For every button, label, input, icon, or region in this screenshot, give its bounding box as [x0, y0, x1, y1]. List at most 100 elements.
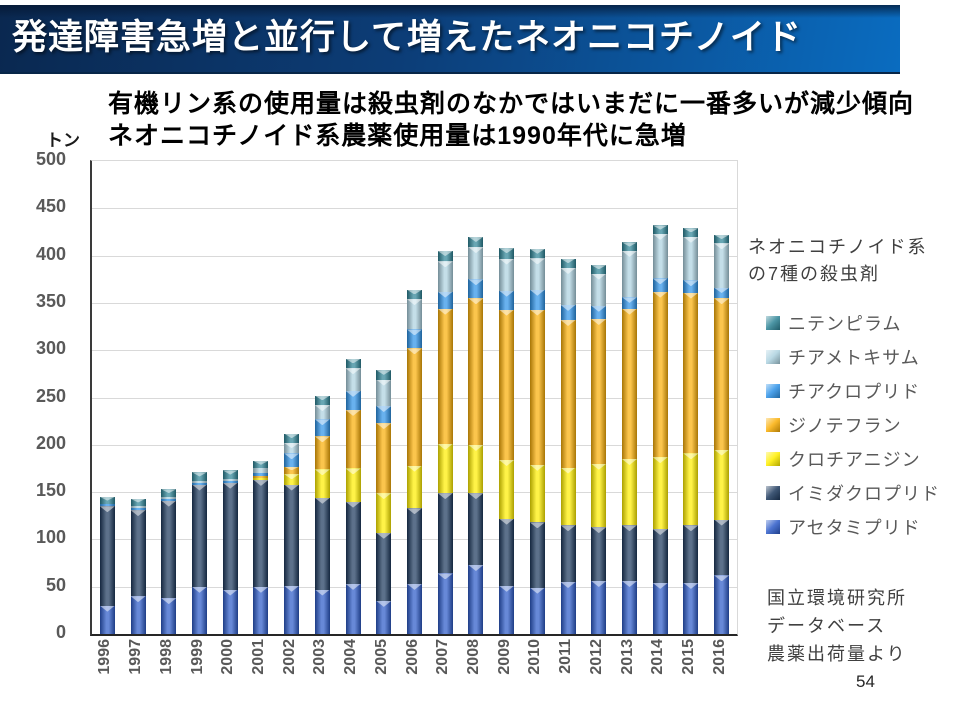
bar-2009: [499, 248, 515, 634]
bar-segment-highlight: [284, 585, 300, 592]
bar-segment: [529, 249, 545, 259]
bar-segment-highlight: [437, 493, 453, 500]
bar-segment: [622, 250, 637, 298]
bar-segment-highlight: [529, 587, 545, 594]
bar-segment-highlight: [529, 289, 545, 296]
bar-segment-highlight: [284, 466, 300, 471]
bar-segment-highlight: [437, 250, 453, 257]
bar-2015: [683, 228, 699, 634]
bar-segment: [407, 508, 422, 584]
bar-segment: [284, 474, 300, 485]
bar-segment: [99, 605, 115, 634]
bar-segment: [652, 457, 668, 529]
legend-item-label: チアクロプリド: [788, 382, 921, 402]
bar-segment: [622, 525, 637, 582]
bar-segment: [560, 467, 576, 526]
bar-segment: [652, 278, 668, 292]
bar-segment-highlight: [714, 298, 730, 305]
x-axis-label: 2013: [618, 639, 636, 675]
bar-segment: [499, 258, 515, 291]
bar-2011: [560, 258, 576, 634]
bar-segment-highlight: [376, 423, 392, 430]
bar-segment-highlight: [591, 265, 607, 270]
bar-segment: [622, 581, 637, 634]
bar-segment: [345, 583, 361, 634]
y-axis-tick-label: 300: [35, 338, 66, 359]
bar-segment: [314, 469, 330, 498]
bar-segment: [345, 358, 361, 369]
y-axis-tick-label: 0: [55, 622, 66, 642]
y-axis-tick-label: 250: [35, 385, 66, 406]
bar-segment-highlight: [529, 464, 545, 471]
bar-segment-highlight: [683, 453, 699, 460]
bar-segment: [284, 484, 300, 586]
bar-segment-highlight: [314, 405, 330, 412]
bar-segment: [591, 265, 607, 274]
title-bar: 発達障害急増と並行して増えたネオニコチノイド: [0, 5, 900, 74]
bar-segment-highlight: [99, 506, 115, 513]
x-axis-label: 2009: [495, 639, 513, 675]
bar-segment: [468, 247, 484, 280]
bar-segment-highlight: [683, 236, 699, 243]
bar-segment-highlight: [222, 589, 238, 596]
bar-segment: [407, 299, 422, 330]
legend-title: ネオニコチノイド系 の7種の殺虫剤: [748, 234, 960, 288]
bar-segment: [652, 529, 668, 583]
bar-segment: [437, 573, 453, 634]
bar-segment-highlight: [345, 583, 361, 590]
bar-segment-highlight: [683, 280, 699, 287]
legend-item: ジノテフラン: [748, 408, 960, 442]
bar-segment: [192, 472, 207, 481]
x-axis-label: 2000: [219, 639, 237, 675]
bar-segment: [622, 459, 637, 526]
bar-segment: [99, 504, 115, 507]
bar-segment-highlight: [314, 395, 330, 401]
bar-segment-highlight: [345, 409, 361, 416]
y-axis-tick-label: 350: [35, 290, 66, 311]
bar-segment-highlight: [376, 370, 392, 375]
bar-segment: [714, 449, 730, 520]
bar-segment-highlight: [499, 459, 515, 466]
bar-segment-highlight: [652, 291, 668, 298]
bar-segment-highlight: [130, 498, 146, 503]
bar-segment-highlight: [437, 261, 453, 268]
bar-segment: [529, 522, 545, 588]
bar-segment-highlight: [468, 564, 484, 571]
bar-segment-highlight: [591, 581, 607, 588]
legend-item: クロチアニジン: [748, 442, 960, 476]
bar-segment: [192, 484, 207, 587]
bar-segment: [714, 287, 730, 299]
bar-segment-highlight: [529, 522, 545, 529]
bar-2001: [253, 460, 269, 634]
bar-2016: [714, 234, 730, 634]
bar-segment: [437, 443, 453, 494]
bar-segment-highlight: [253, 479, 269, 486]
bar-segment-highlight: [284, 442, 300, 449]
bar-segment-highlight: [345, 501, 361, 508]
bar-segment: [222, 478, 238, 481]
subtitle: 有機リン系の使用量は殺虫剤のなかではいまだに一番多いが減少傾向 ネオニコチノイド…: [108, 88, 914, 152]
bar-segment-highlight: [591, 305, 607, 312]
bar-segment: [161, 498, 177, 501]
bar-segment-highlight: [407, 465, 422, 472]
bar-segment: [376, 406, 392, 424]
bar-segment-highlight: [376, 532, 392, 539]
bar-segment-highlight: [284, 484, 300, 491]
bar-segment-highlight: [560, 525, 576, 532]
bar-segment-highlight: [714, 519, 730, 526]
x-axis-label: 2008: [464, 639, 482, 675]
legend-swatch-icon: [766, 452, 780, 466]
bar-segment: [376, 379, 392, 407]
legend-item: チアメトキサム: [748, 340, 960, 374]
bar-segment-highlight: [622, 242, 637, 247]
bar-2013: [622, 242, 637, 634]
bar-segment: [468, 236, 484, 248]
bar-segment: [314, 589, 330, 634]
source-note: 国立環境研究所 データベース 農薬出荷量より: [767, 584, 907, 668]
legend-swatch-icon: [766, 316, 780, 330]
bar-segment: [314, 419, 330, 437]
y-axis-tick-label: 100: [35, 527, 66, 548]
bar-segment-highlight: [468, 279, 484, 286]
bar-segment-highlight: [345, 368, 361, 375]
bar-segment: [407, 329, 422, 349]
